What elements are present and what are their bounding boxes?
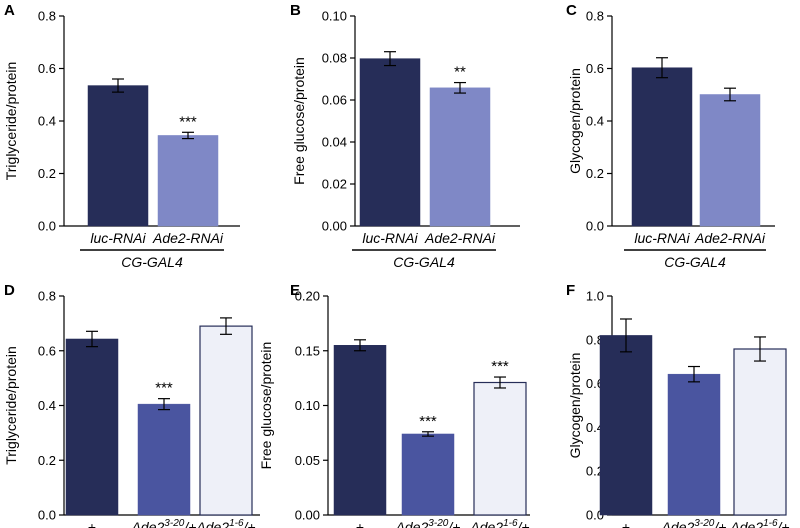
y-tick-label: 0.0 [586,508,604,523]
bar [137,403,191,516]
significance-marker: ** [454,64,466,81]
category-label: luc-RNAi [90,230,146,246]
panel-b: B 0.00 0.02 0.04 0.06 0.08 0.10 Free glucose/pr… [290,2,520,270]
panel-a: A 0.0 0.2 0.4 0.6 0.8 Triglyceride/protein luc-… [3,2,240,270]
group-label: CG-GAL4 [393,254,455,270]
y-tick-label: 0.8 [586,332,604,347]
category-label: Ade21-6/+ [195,518,255,528]
significance-marker: *** [491,358,509,375]
y-tick-label: 0.2 [586,166,604,181]
y-tick-label: 0.20 [295,289,320,304]
y-tick-label: 0.0 [586,219,604,234]
category-label: Ade2-RNAi [694,230,766,246]
category-label: Ade2-RNAi [424,230,496,246]
y-tick-label: 0.8 [586,9,604,24]
y-tick-label: 0.6 [38,61,56,76]
bar [667,373,721,516]
y-tick-label: 0.10 [295,398,320,413]
bar [65,338,119,516]
category-label: + [88,519,96,528]
y-tick-label: 0.08 [322,51,347,66]
panel-letter: C [566,2,577,19]
y-tick-label: 0.15 [295,343,320,358]
panel-d: D 0.0 0.2 0.4 0.6 0.8 Triglyceride/protein + ***… [3,282,260,528]
category-label: Ade2-RNAi [152,230,224,246]
y-tick-label: 0.2 [38,166,56,181]
y-tick-label: 0.02 [322,177,347,192]
bar [599,335,653,516]
y-tick-label: 0.00 [295,508,320,523]
panel-letter: F [566,282,575,299]
category-label: + [356,519,364,528]
bar [699,94,761,227]
bar [473,381,527,516]
category-label: luc-RNAi [634,230,690,246]
y-tick-label: 0.06 [322,93,347,108]
y-axis-title: Triglyceride/protein [3,62,19,181]
panel-letter: D [4,282,15,299]
panel-f: F 0.0 0.2 0.4 0.6 0.8 1.0 Glycogen/protein + Ade2… [566,282,790,528]
y-axis-title: Free glucose/protein [291,57,307,185]
y-tick-label: 1.0 [586,289,604,304]
category-label: Ade23-20/+ [395,518,461,528]
y-tick-label: 0.0 [38,508,56,523]
y-tick-label: 0.4 [38,114,56,129]
bar [401,433,455,516]
y-tick-label: 0.8 [38,9,56,24]
panel-letter: E [290,282,300,299]
bar [333,345,387,516]
y-axis-title: Triglyceride/protein [3,346,19,465]
y-tick-label: 0.00 [322,219,347,234]
y-tick-label: 0.05 [295,453,320,468]
category-label: Ade23-20/+ [661,518,727,528]
y-tick-label: 0.4 [586,420,604,435]
bar [733,348,787,516]
category-label: Ade23-20/+ [131,518,197,528]
bar [157,135,219,227]
y-axis-title: Free glucose/protein [258,342,274,470]
y-tick-label: 0.2 [38,453,56,468]
category-label: Ade21-6/+ [469,518,529,528]
panel-e: E 0.00 0.05 0.10 0.15 0.20 Free glucose/protei… [258,282,530,528]
panel-c: C 0.0 0.2 0.4 0.6 0.8 Glycogen/protein luc-RNAi… [566,2,775,270]
y-tick-label: 0.04 [322,135,347,150]
significance-marker: *** [179,113,197,130]
y-tick-label: 0.10 [322,9,347,24]
y-tick-label: 0.6 [38,343,56,358]
y-axis-title: Glycogen/protein [567,353,583,459]
category-label: luc-RNAi [362,230,418,246]
y-tick-label: 0.6 [586,61,604,76]
y-tick-label: 0.4 [586,114,604,129]
group-label: CG-GAL4 [121,254,183,270]
y-tick-label: 0.4 [38,398,56,413]
category-label: + [622,519,630,528]
significance-marker: *** [155,380,173,397]
bar [359,58,421,227]
y-axis-title: Glycogen/protein [567,68,583,174]
bar [631,67,693,227]
y-tick-label: 0.6 [586,376,604,391]
panel-letter: A [4,2,15,19]
y-tick-label: 0.2 [586,464,604,479]
y-tick-label: 0.8 [38,289,56,304]
bar [87,85,149,227]
significance-marker: *** [419,413,437,430]
panel-letter: B [290,2,301,19]
y-tick-label: 0.0 [38,219,56,234]
bar [429,87,491,227]
bar [199,325,253,516]
category-label: Ade21-6/+ [729,518,789,528]
group-label: CG-GAL4 [664,254,726,270]
